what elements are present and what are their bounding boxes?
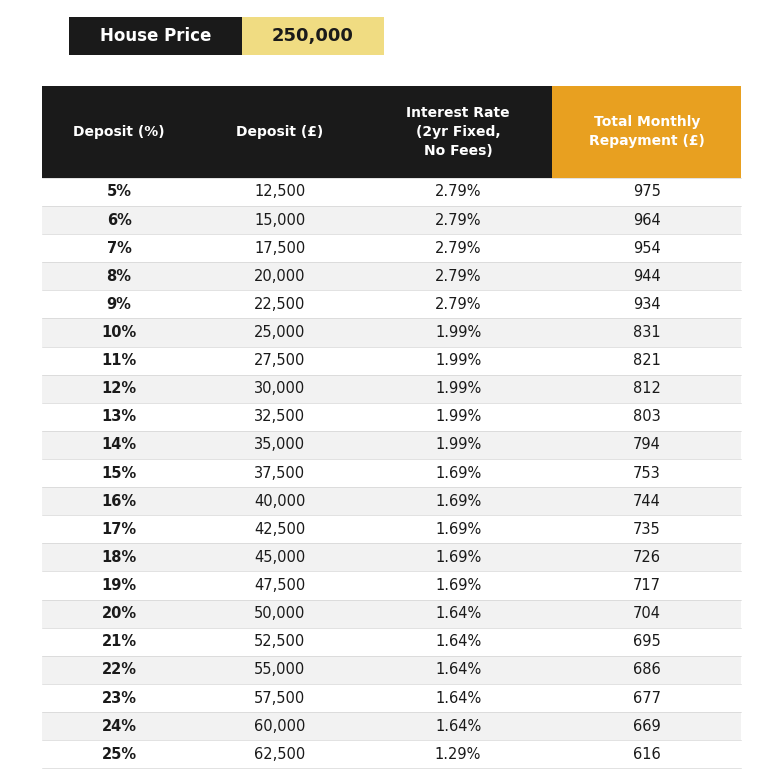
Text: 1.99%: 1.99% [435,325,482,340]
Text: Deposit (%): Deposit (%) [73,125,165,139]
Text: 954: 954 [633,241,660,256]
Text: 1.64%: 1.64% [435,606,482,621]
Text: 6%: 6% [107,212,131,228]
Text: 50,000: 50,000 [254,606,306,621]
Text: 55,000: 55,000 [254,662,306,677]
Text: 40,000: 40,000 [254,494,306,509]
Text: 2.79%: 2.79% [435,297,482,312]
Text: 1.69%: 1.69% [435,494,482,509]
Text: 2.79%: 2.79% [435,241,482,256]
Text: 812: 812 [633,381,660,396]
Text: 821: 821 [633,353,660,368]
Text: 23%: 23% [101,690,137,705]
Text: 1.64%: 1.64% [435,718,482,734]
Text: 944: 944 [633,269,660,284]
Text: 45,000: 45,000 [254,550,306,565]
Text: 975: 975 [633,184,660,200]
Text: 22,500: 22,500 [254,297,306,312]
Text: 1.29%: 1.29% [435,746,482,762]
Text: 42,500: 42,500 [254,522,306,537]
Text: 726: 726 [633,550,660,565]
Text: 19%: 19% [101,578,137,593]
Text: 62,500: 62,500 [254,746,306,762]
Text: 717: 717 [633,578,660,593]
Text: Total Monthly
Repayment (£): Total Monthly Repayment (£) [589,115,705,148]
Text: 1.99%: 1.99% [435,410,482,424]
Text: 12,500: 12,500 [254,184,306,200]
Text: 1.69%: 1.69% [435,466,482,480]
Text: 794: 794 [633,438,660,452]
Text: 47,500: 47,500 [254,578,306,593]
Text: 695: 695 [633,634,660,649]
Text: 17,500: 17,500 [254,241,306,256]
Text: 831: 831 [633,325,660,340]
Text: 5%: 5% [107,184,131,200]
Text: 704: 704 [633,606,660,621]
Text: 2.79%: 2.79% [435,212,482,228]
Text: 16%: 16% [101,494,137,509]
Text: 934: 934 [633,297,660,312]
Text: 20,000: 20,000 [254,269,306,284]
Text: 24%: 24% [101,718,137,734]
Text: 1.64%: 1.64% [435,634,482,649]
Text: 1.69%: 1.69% [435,578,482,593]
Text: 964: 964 [633,212,660,228]
Text: 669: 669 [633,718,660,734]
Text: 2.79%: 2.79% [435,184,482,200]
Text: 8%: 8% [107,269,131,284]
Text: 2.79%: 2.79% [435,269,482,284]
Text: 753: 753 [633,466,660,480]
Text: 744: 744 [633,494,660,509]
Text: 13%: 13% [101,410,137,424]
Text: 52,500: 52,500 [254,634,306,649]
Text: 20%: 20% [101,606,137,621]
Text: 1.99%: 1.99% [435,438,482,452]
Text: 9%: 9% [107,297,131,312]
Text: 677: 677 [633,690,660,705]
Text: 11%: 11% [101,353,137,368]
Text: 10%: 10% [101,325,137,340]
Text: 17%: 17% [101,522,137,537]
Text: 1.64%: 1.64% [435,662,482,677]
Text: 25%: 25% [101,746,137,762]
Text: 1.99%: 1.99% [435,353,482,368]
Text: 18%: 18% [101,550,137,565]
Text: 735: 735 [633,522,660,537]
Text: 7%: 7% [107,241,131,256]
Text: 616: 616 [633,746,660,762]
Text: 1.99%: 1.99% [435,381,482,396]
Text: 803: 803 [633,410,660,424]
Text: 1.69%: 1.69% [435,522,482,537]
Text: Interest Rate
(2yr Fixed,
No Fees): Interest Rate (2yr Fixed, No Fees) [406,106,510,158]
Text: 30,000: 30,000 [254,381,306,396]
Text: 15%: 15% [101,466,137,480]
Text: 35,000: 35,000 [254,438,306,452]
Text: 12%: 12% [101,381,137,396]
Text: 686: 686 [633,662,660,677]
Text: 250,000: 250,000 [272,27,354,45]
Text: 15,000: 15,000 [254,212,306,228]
Text: 60,000: 60,000 [254,718,306,734]
Text: 32,500: 32,500 [254,410,306,424]
Text: 22%: 22% [101,662,137,677]
Text: 27,500: 27,500 [254,353,306,368]
Text: 37,500: 37,500 [254,466,306,480]
Text: 1.69%: 1.69% [435,550,482,565]
Text: 21%: 21% [101,634,137,649]
Text: 1.64%: 1.64% [435,690,482,705]
Text: Deposit (£): Deposit (£) [237,125,323,139]
Text: House Price: House Price [100,27,211,45]
Text: 25,000: 25,000 [254,325,306,340]
Text: 57,500: 57,500 [254,690,306,705]
Text: 14%: 14% [101,438,137,452]
